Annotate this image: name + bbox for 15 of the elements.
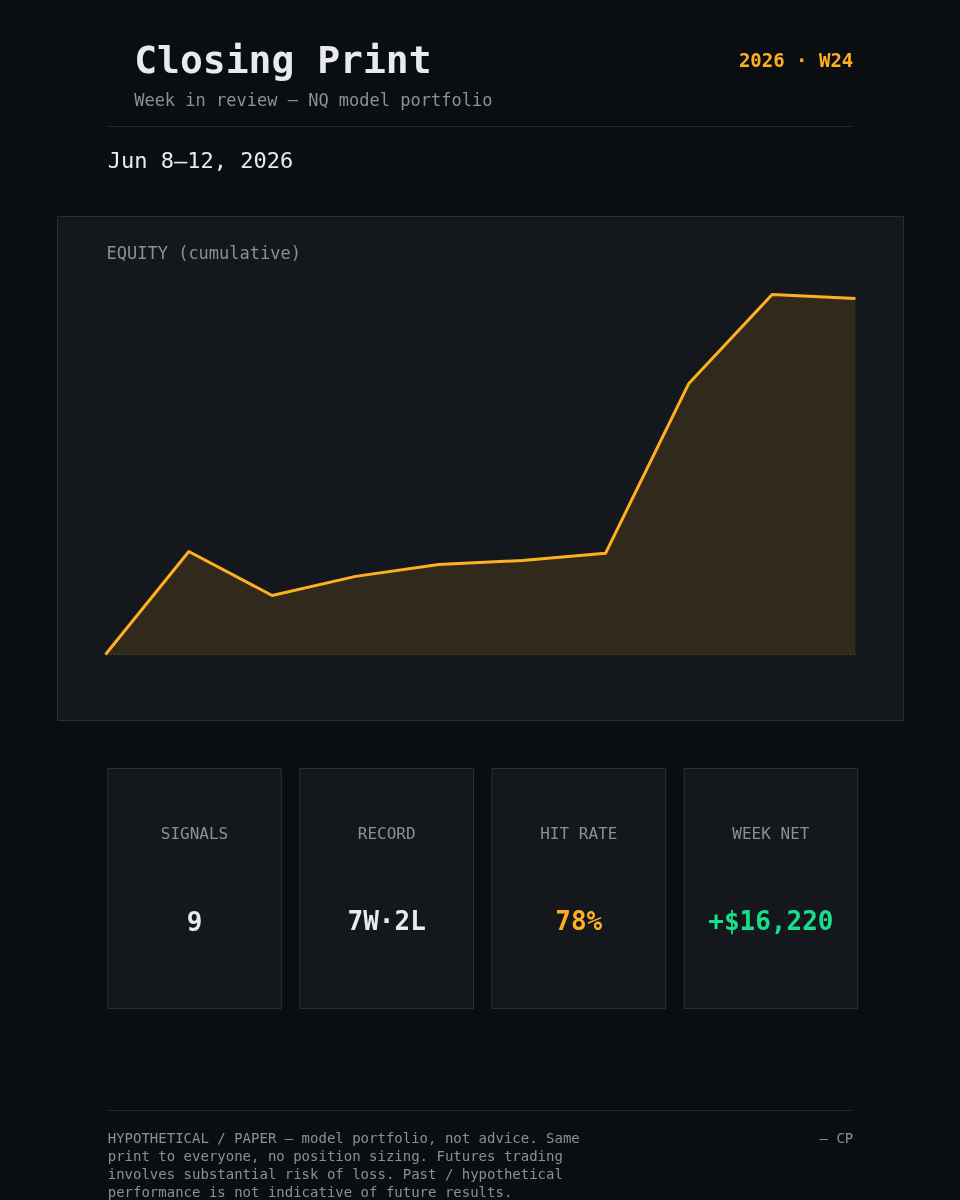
text: WEEK NET	[732, 824, 810, 843]
text: HYPOTHETICAL / PAPER — model portfolio, not advice. Same print to everyone, no position sizing. Futures trading involves substantial risk of loss. Past / hypothetical performance is not indicative of future results.	[107, 1129, 580, 1200]
chart-subtitle: Week in review — NQ model portfolio	[134, 89, 493, 110]
text: +$16,220	[708, 905, 834, 936]
text: 9	[186, 906, 203, 937]
chart-title: Closing Print	[134, 37, 432, 82]
text: HIT RATE	[540, 824, 618, 843]
text: Jun 8–12, 2026	[107, 148, 294, 173]
text: — CP	[819, 1129, 854, 1146]
text: RECORD	[357, 824, 416, 843]
text: 2026 · W24	[738, 48, 854, 71]
y-axis-title: EQUITY (cumulative)	[106, 242, 301, 263]
text: 7W·2L	[347, 905, 426, 936]
text: 78%	[555, 905, 603, 936]
text: SIGNALS	[160, 824, 229, 843]
